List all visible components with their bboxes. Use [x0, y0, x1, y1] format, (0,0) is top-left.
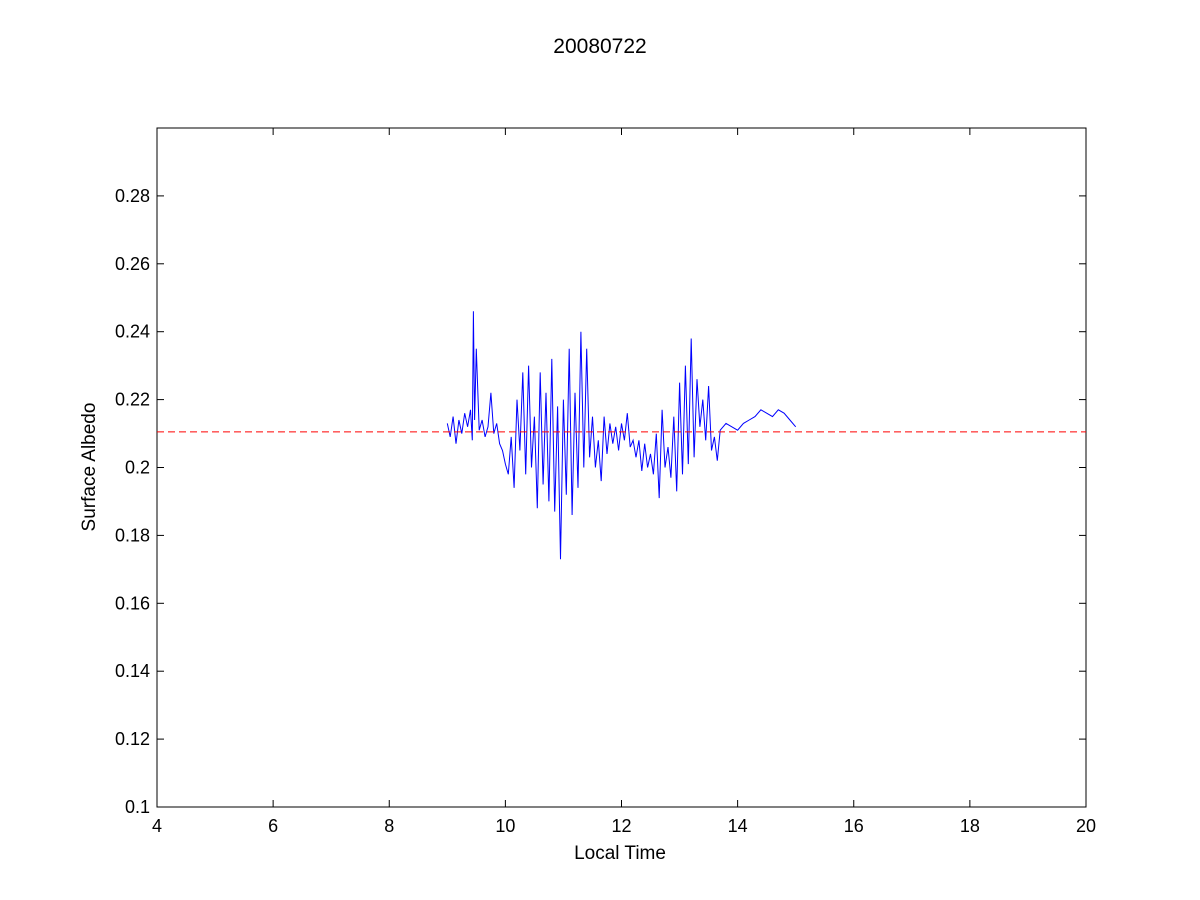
x-tick-label: 20	[1076, 816, 1096, 836]
y-tick-label: 0.1	[125, 797, 150, 817]
y-tick-label: 0.28	[115, 186, 150, 206]
y-tick-label: 0.26	[115, 254, 150, 274]
plot-area	[156, 127, 1087, 808]
x-tick-label: 8	[384, 816, 394, 836]
x-tick-label: 14	[728, 816, 748, 836]
x-tick-label: 18	[960, 816, 980, 836]
x-axis-label: Local Time	[574, 843, 666, 864]
x-tick-label: 12	[611, 816, 631, 836]
y-tick-label: 0.14	[115, 661, 150, 681]
y-tick-label: 0.2	[125, 458, 150, 478]
x-tick-label: 10	[495, 816, 515, 836]
series-layer	[157, 311, 1086, 560]
y-tick-label: 0.24	[115, 322, 150, 342]
y-tick-label: 0.22	[115, 390, 150, 410]
y-axis-label: Surface Albedo	[79, 403, 100, 532]
x-tick-label: 4	[152, 816, 162, 836]
chart-title: 20080722	[553, 35, 646, 58]
y-tick-label: 0.18	[115, 525, 150, 545]
albedo-series-line	[446, 311, 797, 560]
y-tick-label: 0.12	[115, 729, 150, 749]
axis-ticks: 4 6 8 10 12 14 16 18 20 0.1 0.12 0.14 0.16 0.18 0.2 0.2…	[115, 128, 1096, 836]
x-tick-label: 16	[844, 816, 864, 836]
y-tick-label: 0.16	[115, 593, 150, 613]
x-tick-label: 6	[268, 816, 278, 836]
